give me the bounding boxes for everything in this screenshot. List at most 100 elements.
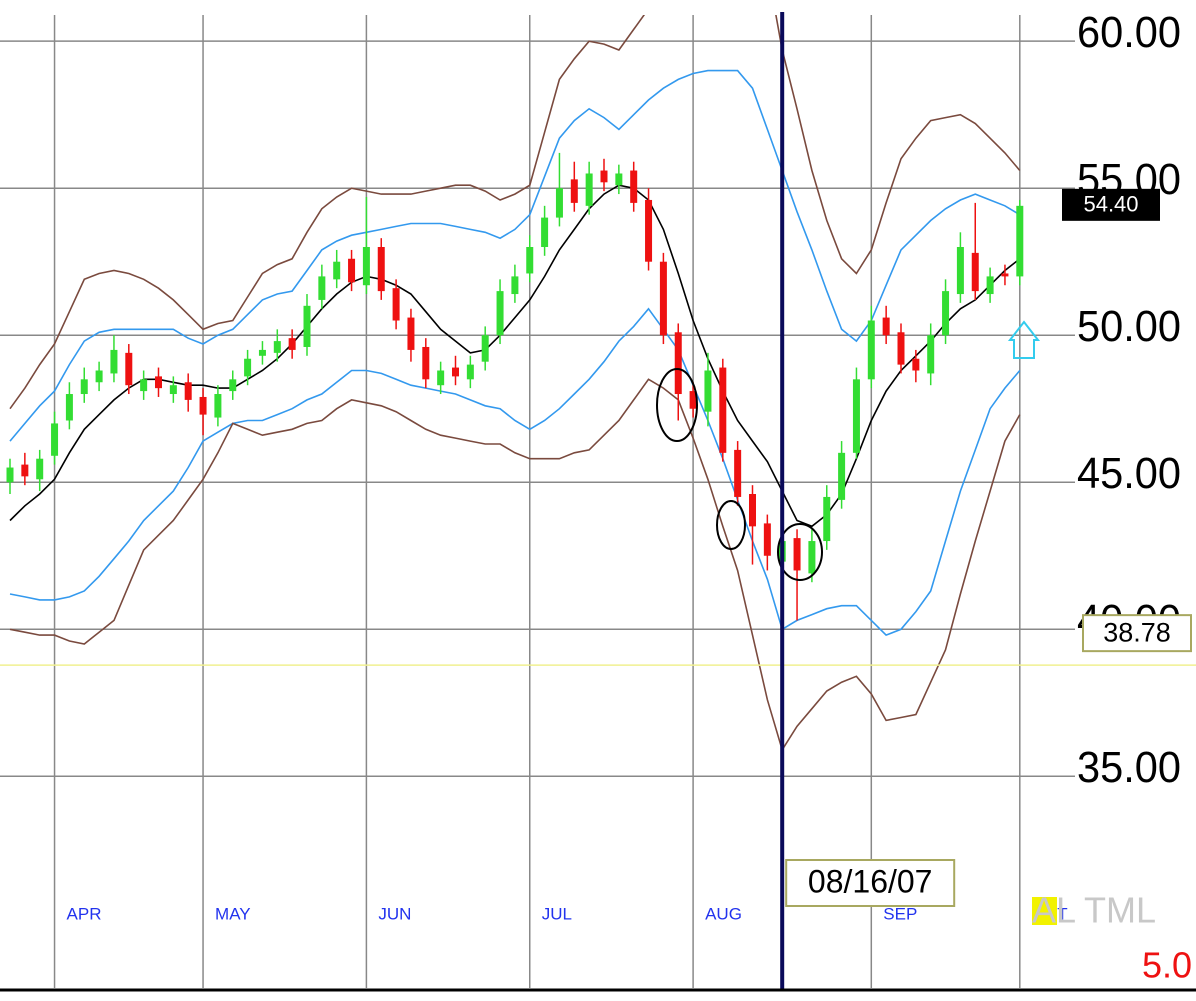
- candle-body: [481, 335, 489, 362]
- y-tick-label: 50.00: [1077, 302, 1181, 351]
- candle-body: [333, 261, 341, 280]
- alert-arrow: [1007, 320, 1041, 359]
- annotation-circle: [716, 500, 746, 550]
- last-price-box: [1062, 188, 1160, 221]
- candle-body: [719, 367, 727, 453]
- band-line: [9, 307, 1021, 637]
- cursor-date-label: 08/16/07: [808, 863, 933, 899]
- last-price-label: 54.40: [1083, 192, 1138, 217]
- annotation-circle: [777, 523, 823, 581]
- candle-body: [971, 252, 979, 292]
- candle-body: [882, 317, 890, 336]
- candle-body: [496, 291, 504, 336]
- candle-body: [749, 494, 756, 527]
- candle-body: [80, 379, 88, 395]
- candle-body: [852, 379, 860, 453]
- candle-body: [689, 391, 697, 409]
- candle-body: [65, 394, 73, 421]
- candle-body: [808, 541, 816, 574]
- candle-body: [21, 464, 29, 477]
- x-tick-label: SEP: [883, 904, 917, 923]
- band-line: [9, 69, 1021, 442]
- grid: 35.0040.0045.0050.0055.0060.00APRMAYJUNJ…: [0, 8, 1181, 988]
- overlay: 38.78 54.40 08/16/07: [0, 12, 1196, 990]
- annotation-circle: [656, 368, 698, 442]
- band-line: [9, 378, 1021, 752]
- candle-body: [541, 217, 549, 247]
- status-text: AL TML: [1032, 890, 1156, 931]
- candle-body: [838, 452, 846, 500]
- candle-body: [422, 346, 430, 380]
- candle-body: [674, 332, 682, 395]
- candle-body: [734, 449, 742, 497]
- band-line: [9, 15, 1021, 410]
- candle-body: [867, 320, 875, 380]
- candle-body: [437, 370, 445, 386]
- candle-body: [942, 291, 950, 336]
- candle-body: [392, 288, 400, 321]
- candle-body: [184, 382, 192, 400]
- cursor-price-box: [1082, 614, 1192, 653]
- candle-body: [273, 341, 281, 353]
- candle-body: [630, 170, 638, 203]
- candle-body: [1001, 273, 1009, 277]
- y-tick-label: 45.00: [1077, 449, 1181, 498]
- y-tick-label: 35.00: [1077, 743, 1181, 792]
- candle-body: [199, 396, 207, 415]
- candle-body: [288, 338, 296, 350]
- candle-body: [125, 352, 133, 386]
- annotations: [656, 368, 823, 581]
- candle-body: [36, 458, 44, 480]
- candle-body: [600, 170, 608, 183]
- candle-body: [645, 199, 653, 262]
- x-tick-label: AUG: [705, 904, 742, 923]
- candle-body: [452, 367, 459, 377]
- status-highlight: [1032, 897, 1057, 925]
- candle-body: [140, 379, 148, 392]
- candle-body: [511, 276, 519, 295]
- candle-body: [823, 496, 831, 542]
- y-tick-label: 60.00: [1077, 8, 1181, 57]
- x-tick-label: MAY: [215, 904, 251, 923]
- candle-body: [927, 335, 935, 374]
- candle-body: [897, 332, 905, 365]
- candle-body: [169, 385, 177, 395]
- candle-body: [362, 247, 370, 286]
- candle-body: [704, 370, 712, 412]
- x-tick-label: JUL: [542, 904, 572, 923]
- candle-body: [1016, 205, 1024, 277]
- candle-body: [95, 370, 103, 383]
- candle-body: [585, 173, 593, 206]
- candle-body: [659, 261, 667, 336]
- candle-body: [303, 305, 311, 347]
- candle-body: [986, 276, 994, 295]
- candle-body: [348, 258, 356, 283]
- candle-body: [763, 523, 771, 556]
- candle-body: [912, 358, 920, 371]
- candle-body: [6, 467, 14, 483]
- candle-body: [407, 317, 415, 350]
- candle-body: [155, 376, 162, 389]
- x-tick-label: JUN: [378, 904, 411, 923]
- candle-body: [51, 423, 59, 456]
- candle-body: [956, 247, 964, 295]
- candle-body: [214, 394, 222, 418]
- candle-body: [615, 173, 623, 186]
- candles: [6, 152, 1024, 621]
- candle-body: [377, 247, 385, 292]
- zoom-text: 5.0: [1142, 945, 1192, 986]
- x-tick-label: APR: [67, 904, 102, 923]
- candle-body: [110, 349, 118, 374]
- candle-body: [466, 364, 474, 380]
- cursor-date-box: [785, 859, 956, 907]
- candle-body: [526, 247, 534, 274]
- candle-body: [244, 358, 252, 377]
- band-line: [9, 184, 1021, 528]
- candle-body: [570, 179, 578, 203]
- cursor-price-label: 38.78: [1103, 617, 1171, 647]
- candle-body: [318, 276, 326, 300]
- bands: [9, 15, 1021, 752]
- candle-body: [555, 188, 563, 218]
- candle-body: [258, 349, 266, 356]
